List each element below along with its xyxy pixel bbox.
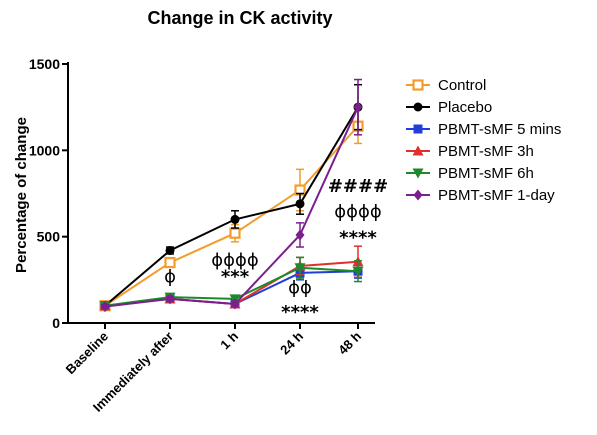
legend-marker: [413, 102, 423, 112]
data-point: [294, 263, 306, 274]
annotation-label: ϕϕ: [288, 278, 312, 299]
x-tick-label: 24 h: [277, 328, 306, 357]
data-point: [165, 245, 175, 255]
legend-marker: [413, 189, 423, 201]
y-tick-label: 1500: [29, 56, 60, 72]
data-point: [164, 256, 176, 269]
series-pbmt-smf-1-day: [100, 78, 363, 313]
legend-item: Control: [406, 77, 486, 94]
legend-label: PBMT-sMF 5 mins: [438, 121, 561, 138]
legend-item: PBMT-sMF 5 mins: [406, 121, 561, 138]
data-point: [165, 293, 175, 305]
annotation-label: ***: [221, 266, 250, 287]
x-tick-label: 48 h: [335, 328, 364, 357]
legend-item: PBMT-sMF 6h: [406, 165, 534, 182]
legend-marker: [412, 145, 424, 156]
annotation-label: ϕ: [164, 266, 176, 287]
legend-marker: [412, 79, 424, 91]
y-tick-label: 0: [52, 315, 60, 331]
annotation-label: ϕϕϕϕ: [334, 202, 382, 223]
legend-marker: [412, 168, 424, 179]
annotation-label: ####: [328, 176, 388, 197]
data-point: [295, 229, 305, 241]
y-tick-label: 500: [37, 229, 61, 245]
y-axis-label: Percentage of change: [13, 117, 30, 273]
series-layer: [99, 78, 364, 313]
legend-label: PBMT-sMF 6h: [438, 165, 534, 182]
data-point: [229, 227, 241, 239]
data-point: [353, 101, 363, 113]
chart-title: Change in CK activity: [147, 8, 332, 28]
legend-label: PBMT-sMF 1-day: [438, 187, 555, 204]
legend-marker: [413, 124, 423, 134]
data-point: [230, 298, 240, 310]
x-tick-label: 1 h: [217, 328, 241, 352]
legend-label: Control: [438, 77, 486, 94]
y-tick-label: 1000: [29, 142, 60, 158]
data-point: [352, 266, 364, 277]
data-point: [230, 214, 240, 224]
legend-item: Placebo: [406, 99, 492, 116]
annotation-label: ****: [281, 302, 319, 323]
legend-item: PBMT-sMF 1-day: [406, 187, 555, 204]
legend-item: PBMT-sMF 3h: [406, 143, 534, 160]
legend-label: PBMT-sMF 3h: [438, 143, 534, 160]
annotation-label: ****: [339, 228, 377, 249]
legend: Control Placebo PBMT-sMF 5 mins PBMT-sMF 3h…: [406, 77, 561, 204]
annotation-label: ϕϕϕϕ: [211, 250, 259, 271]
data-point: [100, 301, 110, 313]
x-tick-label: Baseline: [63, 329, 111, 377]
legend-label: Placebo: [438, 99, 492, 116]
data-point: [295, 199, 305, 209]
